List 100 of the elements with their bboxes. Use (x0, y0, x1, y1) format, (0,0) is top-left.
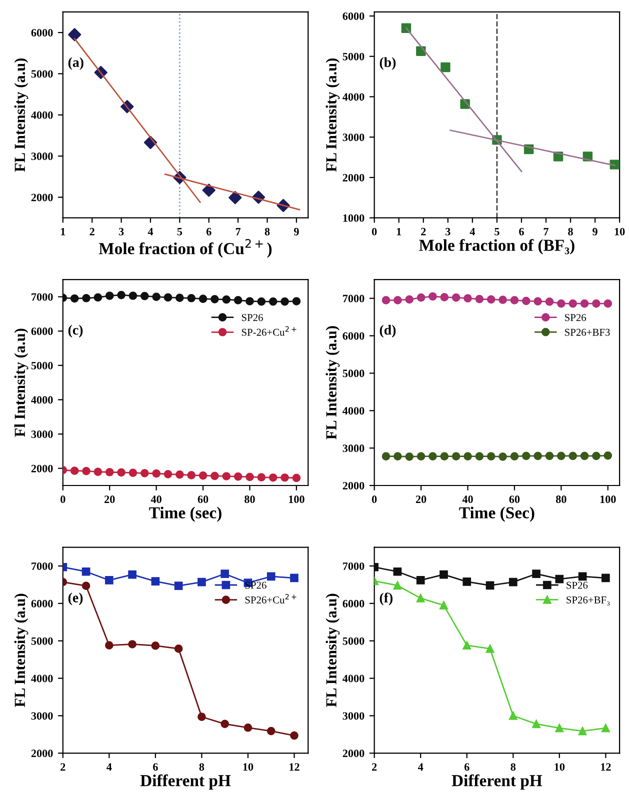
y-axis-title: FL Intensity (a.u) (14, 594, 28, 708)
x-tick-label: 0 (372, 496, 377, 504)
point (464, 452, 472, 460)
point (202, 184, 216, 197)
y-tick-label: 2000 (31, 750, 53, 758)
legend-label: SP26 (245, 582, 266, 589)
point (486, 644, 494, 653)
point (545, 452, 554, 460)
y-tick-label: 2000 (31, 194, 53, 202)
point (128, 570, 136, 579)
point (128, 640, 136, 648)
x-tick-label: 8 (568, 228, 573, 236)
point (416, 293, 426, 302)
point (486, 581, 494, 590)
point (140, 468, 149, 478)
point (105, 468, 114, 476)
point (117, 290, 126, 300)
y-tick-label: 2000 (342, 750, 364, 758)
point (210, 295, 219, 304)
point (580, 299, 589, 308)
point (198, 578, 206, 586)
point (292, 297, 301, 306)
x-tick-label: 10 (614, 228, 625, 236)
point (105, 641, 114, 650)
point (610, 160, 620, 170)
x-tick-label: 0 (372, 228, 377, 236)
point (210, 472, 219, 480)
x-tick-label: 80 (556, 496, 566, 504)
y-axis-title: FL Intensity (a.u) (326, 58, 340, 172)
x-tick-label: 6 (153, 763, 158, 771)
point (416, 576, 425, 584)
point (94, 293, 102, 302)
legend-label: SP26 (565, 314, 586, 322)
point (220, 570, 230, 578)
x-axis-title: Mole fraction of (Cu$^{2+}$) (98, 239, 272, 258)
point (394, 296, 402, 304)
x-tick-label: 40 (462, 496, 473, 504)
point (268, 297, 278, 306)
point (532, 720, 540, 728)
x-axis-title: Mole fraction of (BF₃) (419, 239, 574, 254)
point (152, 292, 160, 301)
point (82, 582, 90, 590)
point (486, 295, 496, 304)
point (268, 473, 278, 482)
x-tick-label: 6 (206, 228, 212, 236)
point (292, 474, 301, 482)
x-tick-label: 8 (264, 228, 270, 236)
point (592, 299, 600, 308)
x-tick-label: 9 (294, 228, 299, 236)
point (257, 473, 266, 482)
point (68, 28, 82, 42)
x-tick-label: 0 (60, 496, 66, 504)
y-tick-label: 6000 (31, 600, 53, 608)
point (257, 297, 266, 306)
point (578, 726, 587, 736)
point (532, 570, 540, 578)
x-tick-label: 4 (106, 763, 112, 771)
annotation: (c) (68, 324, 83, 338)
point (222, 472, 231, 480)
legend-label: SP26 (242, 314, 263, 322)
y-tick-label: 3000 (31, 712, 53, 720)
y-tick-label: 4000 (342, 93, 364, 101)
point (290, 574, 298, 582)
point (176, 470, 184, 479)
y-tick-label: 4000 (31, 674, 53, 682)
point (416, 452, 426, 460)
y-axis-title: FL Intensity (a.u) (326, 594, 340, 708)
point (498, 452, 507, 461)
y-tick-label: 4000 (31, 396, 53, 404)
point (440, 601, 448, 610)
y-axis-title: FL Intensity (a.u) (326, 326, 340, 440)
point (510, 452, 519, 460)
point (534, 452, 542, 460)
y-tick-label: 5000 (342, 637, 364, 645)
point (94, 468, 102, 476)
y-tick-label: 7000 (32, 562, 53, 570)
point (140, 292, 149, 300)
point (187, 294, 196, 302)
x-tick-label: 60 (198, 496, 208, 504)
x-tick-label: 2 (60, 763, 66, 771)
point (128, 292, 138, 300)
point (394, 452, 402, 460)
point (228, 191, 242, 204)
y-tick-label: 4000 (342, 674, 364, 682)
y-tick-label: 7000 (32, 293, 53, 301)
y-tick-label: 3000 (31, 430, 53, 438)
point (405, 452, 414, 461)
x-tick-label: 4 (418, 763, 424, 771)
point (416, 594, 425, 602)
y-tick-label: 1000 (343, 214, 364, 222)
x-tick-label: 6 (519, 228, 524, 236)
point (174, 644, 183, 653)
point (440, 62, 450, 72)
point (151, 642, 160, 650)
y-tick-label: 6000 (31, 328, 53, 336)
point (555, 574, 564, 584)
point (393, 581, 402, 590)
point (266, 572, 276, 581)
x-tick-label: 100 (600, 496, 616, 504)
legend-label: SP26 (566, 582, 588, 589)
